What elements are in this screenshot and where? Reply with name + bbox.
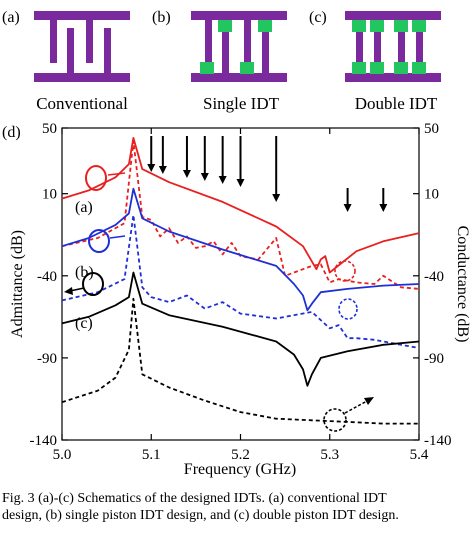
series-a-marker-arrow <box>107 172 126 176</box>
y2-tick-label: -140 <box>424 433 452 449</box>
x-tick-label: 5.0 <box>53 447 72 463</box>
series-c-dashed-arrowhead <box>364 397 374 405</box>
y2-tick-label: 50 <box>424 121 439 137</box>
series-c-dashed-line <box>61 297 419 425</box>
piston-6 <box>370 62 384 74</box>
panel-d: (d) 50 10 -40 -90 -140 50 10 -40 -90 -140 5.0 5.1… <box>2 121 471 478</box>
finger-4 <box>262 28 269 80</box>
mode-arrowhead-5 <box>236 179 245 187</box>
series-a-solid-line <box>61 136 420 274</box>
electrode-bottom-bar <box>191 73 287 82</box>
x-tick-labels: 5.0 5.1 5.2 5.3 5.4 <box>53 447 429 463</box>
panel-b-letter: (b) <box>152 9 171 26</box>
mode-arrowhead-7 <box>343 204 352 212</box>
y2-axis-label: Conductance (dB) <box>454 226 471 343</box>
y-tick-label: 10 <box>42 187 57 203</box>
panel-a: (a) Conventional <box>2 9 130 113</box>
piston-2 <box>218 20 232 32</box>
finger-4 <box>104 28 111 80</box>
piston-4 <box>412 20 426 32</box>
finger-4 <box>416 20 423 80</box>
finger-3 <box>244 11 251 66</box>
series-label-b: (b) <box>75 264 94 281</box>
series-c-arrowhead <box>64 287 73 295</box>
series-b-dashed-line <box>61 214 420 349</box>
finger-2 <box>67 28 74 80</box>
finger-1 <box>50 11 57 63</box>
series-b-solid-line <box>61 187 420 312</box>
series-c-dashed-arrow <box>344 400 368 414</box>
piston-1 <box>200 62 214 74</box>
mode-arrowhead-3 <box>200 173 209 181</box>
mode-arrowhead-1 <box>158 165 167 174</box>
y-tick-label: -40 <box>37 269 57 285</box>
series-a-dashed-circle <box>334 260 356 282</box>
mode-arrowhead-6 <box>272 194 281 202</box>
x-tick-label: 5.4 <box>410 447 429 463</box>
y2-tick-label: -40 <box>424 269 444 285</box>
y-tick-labels: 50 10 -40 -90 -140 <box>30 121 58 449</box>
finger-1 <box>205 11 212 66</box>
series-label-a: (a) <box>75 199 93 216</box>
mode-arrowhead-8 <box>379 204 388 212</box>
y-axis-label: Admittance (dB) <box>9 230 26 338</box>
finger-2 <box>374 20 381 80</box>
electrode-top-bar <box>34 11 130 20</box>
series-b-dashed-circle <box>338 298 358 320</box>
panel-c: (c) Double IDT <box>309 9 441 113</box>
piston-5 <box>352 62 366 74</box>
series-c-marker-circle <box>82 272 104 296</box>
mode-arrows <box>147 136 388 212</box>
panel-a-letter: (a) <box>2 9 20 26</box>
mode-arrowhead-2 <box>182 170 191 178</box>
electrode-top-bar <box>191 11 287 20</box>
piston-7 <box>394 62 408 74</box>
y2-tick-labels: 50 10 -40 -90 -140 <box>424 121 452 449</box>
piston-2 <box>370 20 384 32</box>
x-tick-label: 5.3 <box>320 447 339 463</box>
series-label-c: (c) <box>75 315 93 332</box>
caption-line-1: Fig. 3 (a)-(c) Schematics of the designe… <box>2 491 387 506</box>
finger-1 <box>356 11 363 66</box>
y2-tick-label: -90 <box>424 351 444 367</box>
electrode-bottom-bar <box>34 73 130 82</box>
x-tick-label: 5.2 <box>231 447 250 463</box>
series-a-marker-circle <box>85 165 107 191</box>
panel-c-letter: (c) <box>309 9 327 26</box>
electrode-top-bar <box>345 11 441 20</box>
panel-c-label: Double IDT <box>355 94 438 113</box>
mode-arrowhead-0 <box>147 164 156 172</box>
y-tick-label: -90 <box>37 351 57 367</box>
finger-3 <box>86 11 93 63</box>
series-c-dashed-circle <box>323 408 347 432</box>
piston-1 <box>352 20 366 32</box>
x-tick-label: 5.1 <box>142 447 161 463</box>
y-tick-label: 50 <box>42 121 57 137</box>
series-b-marker-circle <box>88 229 110 253</box>
piston-8 <box>412 62 426 74</box>
figure-caption: Fig. 3 (a)-(c) Schematics of the designe… <box>2 490 474 524</box>
x-axis-label: Frequency (GHz) <box>184 461 296 478</box>
y2-tick-label: 10 <box>424 187 439 203</box>
panel-a-label: Conventional <box>36 94 128 113</box>
finger-3 <box>398 11 405 66</box>
series-layer <box>61 136 420 425</box>
panel-b-label: Single IDT <box>203 94 280 113</box>
panel-b: (b) Single IDT <box>152 9 287 113</box>
caption-line-2: design, (b) single piston IDT design, an… <box>2 508 399 523</box>
piston-4 <box>258 20 272 32</box>
electrode-bottom-bar <box>345 73 441 82</box>
series-c-solid-line <box>61 271 420 387</box>
piston-3 <box>394 20 408 32</box>
y-tick-label: -140 <box>30 433 58 449</box>
mode-arrowhead-4 <box>218 176 227 184</box>
piston-3 <box>240 62 254 74</box>
panel-d-letter: (d) <box>2 124 21 141</box>
finger-2 <box>222 28 229 80</box>
series-b-marker-arrow <box>109 235 126 239</box>
axis-ticks <box>61 127 420 441</box>
